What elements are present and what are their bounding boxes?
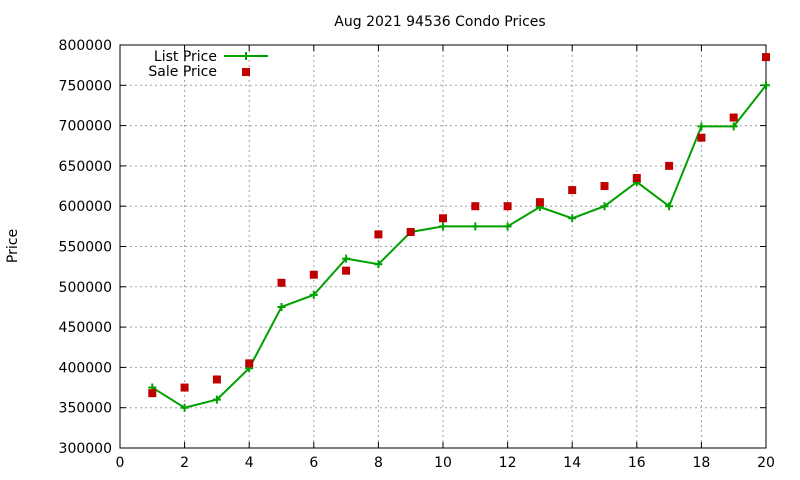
sale-price-point — [245, 359, 254, 368]
list-price-point — [503, 222, 512, 231]
series-line-list-price — [151, 84, 767, 409]
list-price-point — [600, 202, 609, 211]
list-price-point — [665, 202, 674, 211]
x-tick-label: 12 — [499, 455, 517, 471]
sale-price-point — [503, 202, 512, 211]
list-price-point — [212, 395, 221, 404]
y-tick-label: 500000 — [59, 280, 112, 296]
x-tick-label: 20 — [757, 455, 775, 471]
x-tick-label: 6 — [309, 455, 318, 471]
x-tick-label: 10 — [434, 455, 452, 471]
y-tick-label: 700000 — [59, 119, 112, 135]
sale-price-point — [568, 186, 577, 195]
sale-price-point — [148, 389, 157, 398]
list-price-point — [568, 214, 577, 223]
y-tick-label: 350000 — [59, 401, 112, 417]
y-tick-label: 750000 — [59, 78, 112, 94]
list-price-point — [729, 122, 738, 131]
list-price-point — [309, 290, 318, 299]
list-price-point — [762, 81, 770, 90]
x-tick-label: 18 — [692, 455, 710, 471]
legend-label-list-price: List Price — [154, 49, 217, 65]
grid — [120, 45, 766, 448]
list-price-point — [471, 222, 480, 231]
sale-price-point — [277, 278, 286, 287]
legend-marker-sale-price — [242, 68, 250, 76]
chart-title: Aug 2021 94536 Condo Prices — [334, 14, 545, 30]
x-tick-label: 16 — [628, 455, 646, 471]
sale-price-point — [665, 161, 674, 170]
y-tick-label: 300000 — [59, 441, 112, 457]
sale-price-point — [180, 383, 189, 392]
sale-price-point — [762, 53, 770, 62]
sale-price-point — [309, 270, 318, 279]
y-tick-label: 450000 — [59, 320, 112, 336]
x-tick-label: 2 — [180, 455, 189, 471]
sale-price-point — [535, 198, 544, 207]
axes: 0 2 4 6 8 10 12 14 16 18 20 300000 350000 400000 45000… — [59, 38, 775, 471]
sale-price-point — [471, 202, 480, 211]
sale-price-point — [342, 266, 351, 275]
x-tick-label: 4 — [245, 455, 254, 471]
y-tick-label: 800000 — [59, 38, 112, 54]
y-tick-label: 600000 — [59, 199, 112, 215]
x-tick-label: 14 — [563, 455, 581, 471]
legend-marker-list-price — [242, 52, 250, 60]
y-tick-label: 550000 — [59, 240, 112, 256]
sale-price-point — [406, 227, 415, 236]
sale-price-point — [729, 113, 738, 122]
list-price-point — [697, 122, 706, 131]
list-price-point — [374, 260, 383, 269]
sale-price-point — [374, 230, 383, 239]
x-tick-label: 8 — [374, 455, 383, 471]
sale-price-point — [600, 182, 609, 191]
list-price-point — [180, 403, 189, 412]
sale-price-point — [439, 214, 447, 223]
sale-price-point — [697, 133, 706, 142]
list-price-point — [277, 302, 286, 311]
x-tick-label: 0 — [116, 455, 125, 471]
y-tick-label: 400000 — [59, 360, 112, 376]
legend-label-sale-price: Sale Price — [148, 64, 217, 80]
legend: List Price Sale Price — [148, 49, 268, 80]
legend-plus-glyph — [242, 52, 250, 60]
list-price-point — [439, 222, 447, 231]
list-price-point — [342, 254, 351, 263]
y-tick-label: 650000 — [59, 159, 112, 175]
y-axis-label: Price — [5, 229, 21, 263]
sale-price-point — [632, 173, 641, 182]
sale-price-point — [212, 375, 221, 384]
series — [148, 53, 770, 412]
